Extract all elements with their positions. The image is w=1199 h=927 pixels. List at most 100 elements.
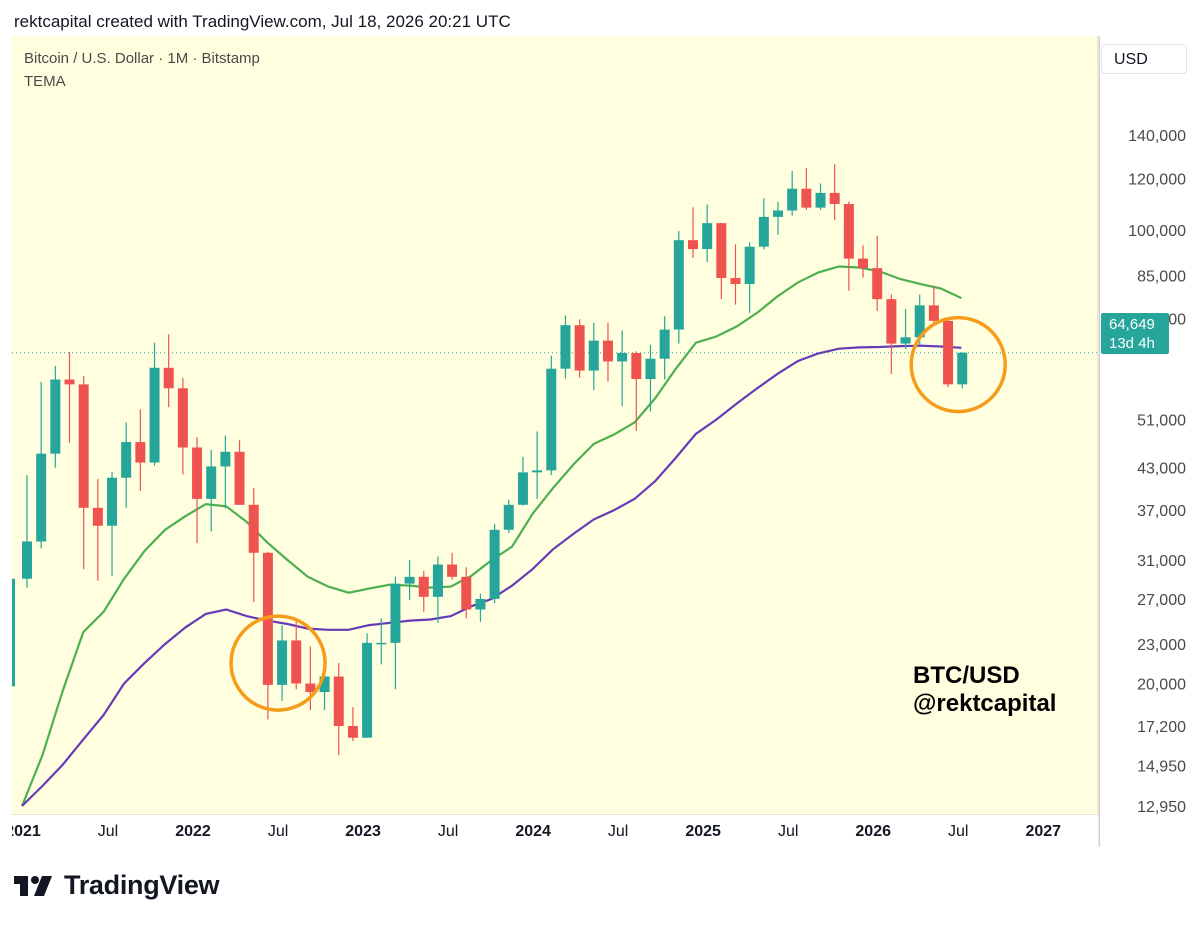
candle — [900, 309, 911, 350]
time-tick-label: 2024 — [515, 823, 551, 840]
price-tick-label: 100,000 — [1128, 223, 1186, 240]
candle-body — [900, 337, 911, 344]
time-axis[interactable]: 2021 Jul 2022 Jul 2023 Jul 2024 Jul 2025 Jul 2026 J… — [0, 814, 1098, 847]
candle — [546, 355, 557, 476]
candle — [107, 471, 118, 576]
candle-body — [277, 640, 288, 685]
candle — [588, 322, 599, 391]
time-axis-background — [12, 815, 1098, 847]
candle — [617, 330, 628, 407]
candle-body — [801, 188, 812, 208]
candle-body — [50, 379, 61, 454]
candle-body — [659, 329, 670, 359]
candle — [362, 633, 373, 738]
watermark: BTC/USD @rektcapital — [913, 662, 1056, 718]
candle-body — [744, 246, 755, 285]
candle-body — [858, 258, 869, 269]
candle — [744, 242, 755, 313]
legend-indicator[interactable]: TEMA — [24, 73, 66, 90]
candle-body — [390, 583, 401, 643]
candle-body — [121, 442, 132, 478]
highlight-circle — [909, 315, 1007, 414]
candle — [815, 183, 826, 210]
tradingview-logo[interactable]: TradingView — [14, 870, 220, 901]
candle — [560, 315, 571, 379]
candle — [517, 456, 528, 506]
candle-body — [773, 210, 784, 217]
candle — [206, 449, 217, 532]
highlight-layer — [229, 315, 1007, 712]
price-tick-label: 31,000 — [1137, 553, 1186, 570]
candle — [872, 235, 883, 311]
candle-body — [872, 268, 883, 300]
price-axis[interactable]: 140,000120,000100,00085,00073,00051,0004… — [1097, 36, 1186, 847]
candle-body — [333, 676, 344, 727]
candle-body — [206, 466, 217, 499]
watermark-author: @rektcapital — [913, 690, 1057, 717]
candle — [943, 317, 954, 388]
candle — [673, 230, 684, 344]
candle — [22, 475, 32, 588]
candle-body — [943, 320, 954, 385]
candle-body — [149, 367, 160, 463]
candle — [461, 567, 472, 619]
price-tick-label: 12,950 — [1137, 799, 1186, 816]
price-tick-label: 85,000 — [1137, 269, 1186, 286]
candle — [163, 334, 174, 408]
time-tick-label: 2027 — [1025, 823, 1061, 840]
candle — [631, 351, 642, 431]
time-tick-label: Jul — [608, 823, 628, 840]
candle-body — [432, 564, 443, 597]
candle-body — [220, 451, 231, 467]
candle-body — [22, 541, 32, 579]
candle — [532, 431, 543, 499]
candle-body — [489, 529, 500, 599]
candle — [730, 244, 741, 305]
candle-body — [177, 388, 188, 448]
candle — [277, 625, 288, 701]
price-tick-label: 20,000 — [1137, 676, 1186, 693]
candle-body — [730, 277, 741, 285]
currency-button[interactable]: USD — [1101, 44, 1187, 74]
candle-body — [418, 576, 429, 597]
candle — [602, 322, 613, 382]
candle — [503, 499, 514, 534]
candle-body — [92, 507, 103, 526]
candle-body — [319, 676, 330, 693]
candle-body — [517, 472, 528, 505]
time-tick-label: 2021 — [5, 823, 41, 840]
candle — [801, 168, 812, 210]
price-tick-label: 14,950 — [1137, 759, 1186, 776]
price-tick-label: 27,000 — [1137, 592, 1186, 609]
legend-title[interactable]: Bitcoin / U.S. Dollar · 1M · Bitstamp — [24, 50, 260, 67]
candle — [234, 440, 245, 505]
time-tick-label: Jul — [778, 823, 798, 840]
candle-body — [64, 379, 75, 385]
candle-body — [928, 305, 939, 321]
candle — [50, 365, 61, 468]
candle — [404, 559, 415, 600]
time-tick-label: Jul — [438, 823, 458, 840]
candle — [418, 571, 429, 612]
candle — [829, 164, 840, 221]
time-tick-label: Jul — [268, 823, 288, 840]
candle-body — [645, 358, 656, 380]
candle-body — [702, 223, 713, 250]
candle-body — [758, 216, 769, 247]
candle — [758, 198, 769, 250]
candle-body — [602, 340, 613, 362]
candle — [92, 479, 103, 581]
candle-body — [305, 683, 316, 693]
candle — [220, 435, 231, 509]
candle — [177, 378, 188, 475]
candle — [858, 245, 869, 278]
candle-body — [914, 305, 925, 338]
candle-body — [78, 384, 89, 508]
watermark-symbol: BTC/USD — [913, 662, 1020, 689]
candle-body — [843, 204, 854, 259]
candle — [787, 171, 798, 216]
candle-body — [362, 642, 373, 738]
candle-body — [631, 353, 642, 380]
candle — [957, 352, 968, 389]
